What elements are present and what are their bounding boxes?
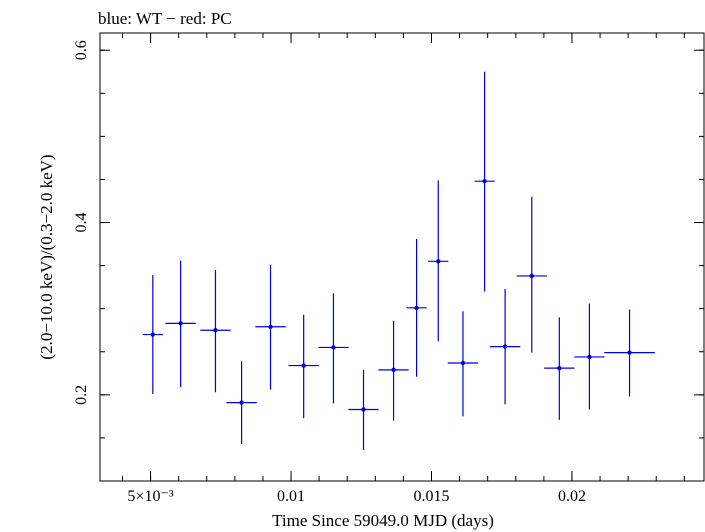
data-point <box>142 275 163 394</box>
x-tick-label: 5×10⁻³ <box>127 488 173 505</box>
x-axis-label: Time Since 59049.0 MJD (days) <box>272 511 494 530</box>
data-point <box>474 71 495 292</box>
point-marker <box>391 367 396 373</box>
point-marker <box>529 273 534 279</box>
chart-title: blue: WT − red: PC <box>98 9 232 28</box>
point-marker <box>331 345 336 350</box>
data-point <box>428 180 449 342</box>
x-tick-label: 0.015 <box>413 488 449 505</box>
x-tick-label: 0.01 <box>277 488 305 505</box>
data-point <box>574 303 605 410</box>
point-marker <box>414 305 419 311</box>
point-marker <box>460 360 466 366</box>
plot-frame <box>99 32 705 482</box>
point-marker <box>178 321 183 326</box>
data-point <box>489 288 521 405</box>
data-point <box>255 264 286 390</box>
data-point <box>318 293 349 404</box>
point-marker <box>557 365 562 371</box>
data-point <box>604 309 655 397</box>
y-tick-label: 0.4 <box>73 213 90 233</box>
data-point <box>544 317 575 420</box>
point-marker <box>213 328 218 333</box>
point-marker <box>301 363 306 368</box>
data-point <box>406 238 427 377</box>
point-marker <box>436 259 441 264</box>
point-marker <box>502 344 508 349</box>
point-marker <box>150 332 156 337</box>
point-marker <box>361 407 366 412</box>
data-point <box>447 311 479 417</box>
data-point <box>226 361 257 444</box>
point-marker <box>268 324 273 329</box>
y-axis-label: (2.0−10.0 keV)/(0.3−2.0 keV) <box>37 154 56 359</box>
data-point <box>378 320 409 421</box>
axis-tick-labels: 5×10⁻³ 0.01 0.015 0.02 0.2 0.4 0.6 <box>73 40 586 505</box>
point-marker <box>627 350 632 355</box>
point-marker <box>482 178 487 184</box>
data-point <box>165 260 196 388</box>
point-marker <box>239 400 244 405</box>
point-marker <box>587 354 592 360</box>
axis-ticks <box>100 33 704 482</box>
x-tick-label: 0.02 <box>558 488 586 505</box>
data-point <box>288 314 319 419</box>
data-point <box>348 369 379 450</box>
y-tick-label: 0.2 <box>73 385 90 405</box>
data-point <box>200 269 231 393</box>
data-point <box>516 196 547 353</box>
y-tick-label: 0.6 <box>73 40 90 60</box>
data-points <box>142 71 655 450</box>
